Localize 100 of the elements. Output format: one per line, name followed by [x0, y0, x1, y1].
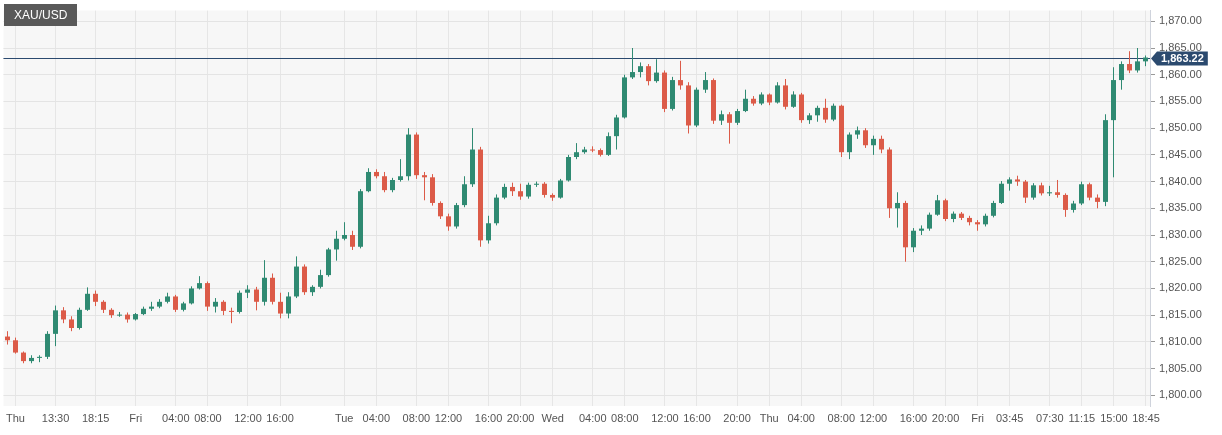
candlestick [895, 191, 900, 229]
x-tick-label: Thu [759, 411, 779, 424]
candlestick [189, 285, 194, 305]
y-tick-label: 1,820.00 [1159, 281, 1202, 294]
candlestick [1119, 60, 1124, 91]
y-tick-label: 1,860.00 [1159, 67, 1202, 80]
candlestick [703, 71, 708, 94]
x-tick-label: Fri [971, 411, 985, 424]
y-tick-label: 1,855.00 [1159, 94, 1202, 107]
x-tick-label: 04:00 [579, 411, 607, 424]
x-tick-label: 12:00 [859, 411, 888, 424]
candlestick [863, 127, 868, 149]
x-tick-label: Thu [5, 411, 25, 424]
candlestick [254, 286, 259, 311]
candlestick [823, 98, 828, 124]
x-tick-label: 16:00 [683, 411, 711, 424]
candlestick [1023, 179, 1028, 204]
candlestick [454, 202, 459, 230]
x-tick-label: 16:00 [266, 411, 294, 424]
x-tick-label: 18:15 [81, 411, 110, 424]
candlestick [462, 175, 467, 208]
candlestick [1063, 192, 1068, 218]
x-tick-label: 18:45 [1132, 411, 1160, 424]
candlestick [871, 135, 876, 156]
candlestick [1135, 47, 1140, 74]
x-tick-label: 15:00 [1100, 411, 1128, 424]
candlestick [1127, 50, 1132, 74]
candlestick [342, 221, 347, 241]
candlestick [422, 171, 427, 201]
x-tick-label: 08:00 [402, 411, 431, 424]
candlestick [943, 198, 948, 222]
y-tick-label: 1,840.00 [1159, 174, 1202, 187]
x-tick-label: Tue [334, 411, 354, 424]
candlestick [486, 215, 491, 245]
candlestick [646, 63, 651, 86]
y-tick-label: 1,845.00 [1159, 147, 1202, 160]
x-tick-label: 12:00 [434, 411, 463, 424]
x-tick-label: 08:00 [827, 411, 856, 424]
x-tick-label: 20:00 [723, 411, 751, 424]
candlestick [350, 230, 355, 251]
candlestick [927, 212, 932, 232]
candlestick [654, 58, 659, 84]
y-tick-label: 1,800.00 [1159, 388, 1202, 401]
candlestick [678, 60, 683, 91]
candlestick [286, 291, 291, 319]
candlestick [1047, 185, 1052, 197]
y-tick-label: 1,805.00 [1159, 361, 1202, 374]
y-tick-label: 1,865.00 [1159, 41, 1202, 54]
x-tick-label: 13:30 [41, 411, 70, 424]
candlestick [278, 292, 283, 319]
y-tick-label: 1,835.00 [1159, 201, 1202, 214]
y-tick-label: 1,810.00 [1159, 334, 1202, 347]
x-tick-label: 03:45 [995, 411, 1024, 424]
candlestick [783, 78, 788, 110]
y-tick-label: 1,870.00 [1159, 14, 1202, 27]
candlestick [775, 81, 780, 105]
candlestick [727, 111, 732, 145]
candlestick [53, 305, 58, 347]
y-tick-label: 1,825.00 [1159, 254, 1202, 267]
candlestick [77, 307, 82, 331]
candlestick [205, 281, 210, 312]
x-tick-label: 04:00 [162, 411, 190, 424]
x-tick-label: 12:00 [234, 411, 262, 424]
candlestick [318, 269, 323, 289]
candlestick [743, 89, 748, 113]
candlestick [334, 230, 339, 262]
x-tick-label: 08:00 [194, 411, 222, 424]
y-tick-label: 1,850.00 [1159, 121, 1202, 134]
candlestick [999, 180, 1004, 205]
x-tick-label: 07:30 [1036, 411, 1064, 424]
x-tick-label: 20:00 [506, 411, 535, 424]
candlestick [237, 290, 242, 315]
chart-title: XAU/USD [4, 4, 78, 26]
x-tick-label: 16:00 [474, 411, 503, 424]
x-tick-label: Fri [129, 411, 143, 424]
candlestick [630, 47, 635, 80]
x-tick-label: 04:00 [787, 411, 815, 424]
y-tick-label: 1,815.00 [1159, 308, 1202, 321]
candlestick [558, 178, 563, 200]
candlestick [614, 114, 619, 151]
candlestick [85, 286, 90, 312]
candlestick [366, 167, 371, 193]
x-tick-label: 04:00 [362, 411, 391, 424]
x-tick-label: Wed [541, 411, 564, 424]
candlestick [45, 330, 50, 360]
candlestick [398, 158, 403, 183]
x-tick-label: 12:00 [651, 411, 679, 424]
candlestick [566, 154, 571, 183]
y-tick-label: 1,830.00 [1159, 228, 1202, 241]
candlestick [382, 171, 387, 193]
ref-line-label: 1,863.22 [1161, 52, 1204, 65]
candlestick [229, 307, 234, 324]
candlestick [935, 194, 940, 217]
x-tick-label: 08:00 [611, 411, 639, 424]
candlestick [606, 131, 611, 157]
candlestick [911, 227, 916, 253]
candlestick [1079, 181, 1084, 206]
candlestick [847, 131, 852, 160]
x-tick-label: 20:00 [931, 411, 960, 424]
x-tick-label: 11:15 [1068, 411, 1096, 424]
